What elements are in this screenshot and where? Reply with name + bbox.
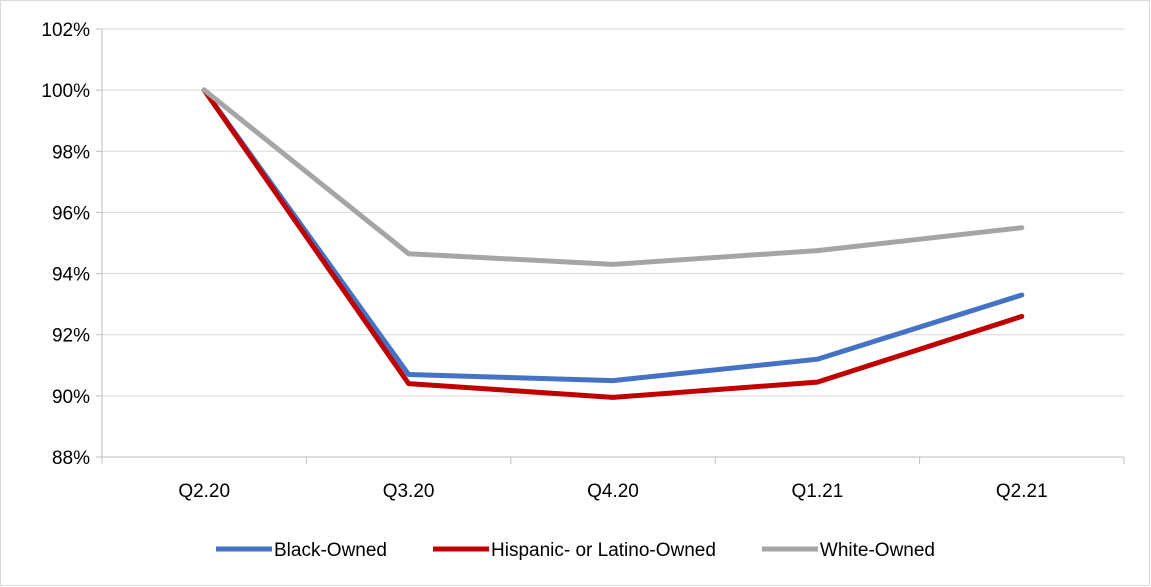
legend-item: White-Owned: [761, 540, 935, 561]
y-tick-label: 96%: [52, 203, 90, 224]
legend-item: Black-Owned: [216, 540, 387, 561]
y-tick-label: 92%: [52, 326, 90, 347]
legend-label: Black-Owned: [274, 540, 387, 561]
axes: [96, 28, 1125, 464]
y-tick-label: 88%: [52, 448, 90, 469]
y-tick-label: 90%: [52, 387, 90, 408]
x-tick-label: Q1.21: [792, 481, 844, 502]
y-axis-tick-labels: 88% 90% 92% 94% 96% 98% 100% 102%: [41, 20, 90, 469]
legend-label: Hispanic- or Latino-Owned: [491, 540, 716, 561]
x-tick-label: Q4.20: [587, 481, 639, 502]
x-axis-tick-labels: Q2.20 Q3.20 Q4.20 Q1.21 Q2.21: [178, 481, 1047, 502]
legend-item: Hispanic- or Latino-Owned: [433, 540, 716, 561]
series-line-black-owned: [201, 87, 1025, 384]
legend-label: White-Owned: [820, 540, 935, 561]
legend: Black-Owned Hispanic- or Latino-Owned Whit…: [216, 540, 935, 561]
x-tick-label: Q2.20: [178, 481, 230, 502]
series-lines: [201, 87, 1025, 400]
series-line-hispanic-or-latino-owned: [201, 87, 1025, 400]
grid-lines: [102, 28, 1124, 397]
y-tick-label: 102%: [41, 20, 90, 41]
y-tick-label: 98%: [52, 142, 90, 163]
series-line-white-owned: [201, 87, 1025, 267]
y-tick-label: 94%: [52, 265, 90, 286]
y-tick-label: 100%: [41, 81, 90, 102]
x-tick-label: Q3.20: [383, 481, 435, 502]
x-tick-label: Q2.21: [996, 481, 1048, 502]
